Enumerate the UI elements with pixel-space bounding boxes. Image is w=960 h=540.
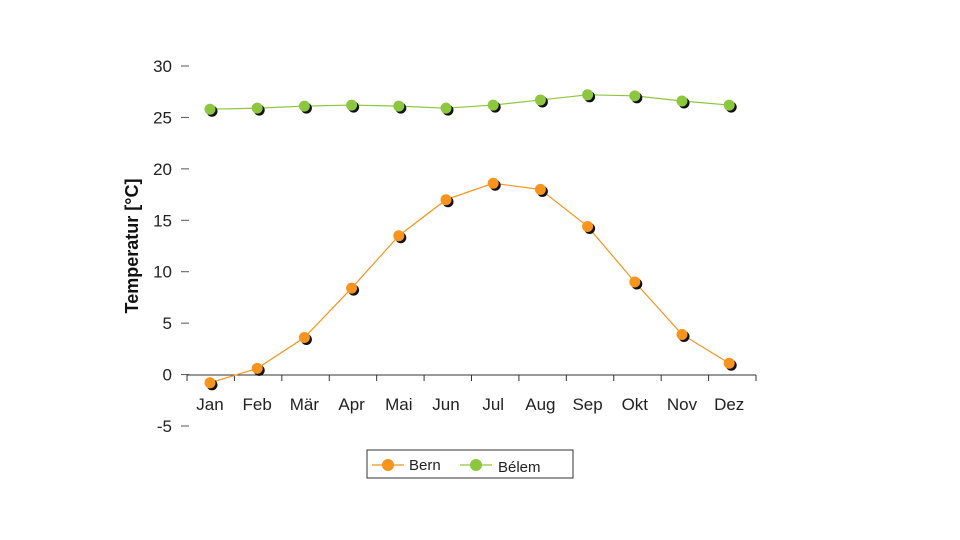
data-point-belem	[629, 90, 641, 102]
legend-label-bern: Bern	[409, 457, 441, 474]
data-point-belem	[298, 100, 310, 112]
data-point-bern	[440, 194, 452, 206]
y-axis-label: Temperatur [°C]	[122, 179, 142, 314]
legend-marker-belem	[470, 459, 482, 471]
data-point-belem	[534, 94, 546, 106]
data-point-bern	[723, 357, 735, 369]
data-point-bern	[204, 377, 216, 389]
data-point-belem	[393, 100, 405, 112]
data-point-bern	[629, 276, 641, 288]
data-point-belem	[676, 95, 688, 107]
series-layer	[204, 89, 737, 391]
data-point-belem	[723, 99, 735, 111]
x-tick-label: Jul	[482, 395, 504, 414]
y-tick-label: 10	[153, 263, 172, 282]
y-tick-label: 15	[153, 211, 172, 230]
data-point-bern	[251, 362, 263, 374]
data-point-bern	[676, 328, 688, 340]
y-tick-label: 20	[153, 160, 172, 179]
data-point-belem	[204, 103, 216, 115]
y-tick-label: 30	[153, 57, 172, 76]
data-point-bern	[393, 230, 405, 242]
x-axis: Jan Feb Mär Apr Mai Jun Jul Aug Sep Okt Nov Dez	[186, 374, 757, 414]
x-tick-label: Mai	[385, 395, 412, 414]
x-tick-label: Jun	[432, 395, 459, 414]
x-tick-label: Aug	[525, 395, 555, 414]
data-point-belem	[251, 102, 263, 114]
series-line-belem	[209, 94, 730, 110]
y-tick-label: 0	[163, 366, 172, 385]
x-tick-label: Okt	[622, 395, 649, 414]
x-tick-label: Mär	[290, 395, 320, 414]
data-point-belem	[487, 99, 499, 111]
x-tick-label: Nov	[667, 395, 698, 414]
legend-marker-bern	[382, 459, 394, 471]
data-point-bern	[582, 220, 594, 232]
y-tick-label: 25	[153, 108, 172, 127]
legend-label-belem: Bélem	[498, 459, 541, 476]
legend: Bern Bélem	[366, 449, 574, 479]
y-axis: 30 25 20 15 10 5 0 -5	[153, 57, 189, 436]
y-tick-label: -5	[157, 417, 172, 436]
x-tick-label: Jan	[196, 395, 223, 414]
data-point-belem	[440, 102, 452, 114]
series-line-bern	[209, 182, 730, 384]
data-point-bern	[298, 332, 310, 344]
x-tick-label: Apr	[338, 395, 365, 414]
data-point-belem	[582, 89, 594, 101]
data-point-bern	[534, 183, 546, 195]
data-point-bern	[346, 282, 358, 294]
data-point-bern	[487, 177, 499, 189]
x-tick-label: Feb	[243, 395, 272, 414]
data-point-belem	[346, 99, 358, 111]
x-tick-label: Sep	[572, 395, 602, 414]
y-tick-label: 5	[163, 314, 172, 333]
legend-box	[366, 449, 574, 479]
x-tick-label: Dez	[714, 395, 744, 414]
